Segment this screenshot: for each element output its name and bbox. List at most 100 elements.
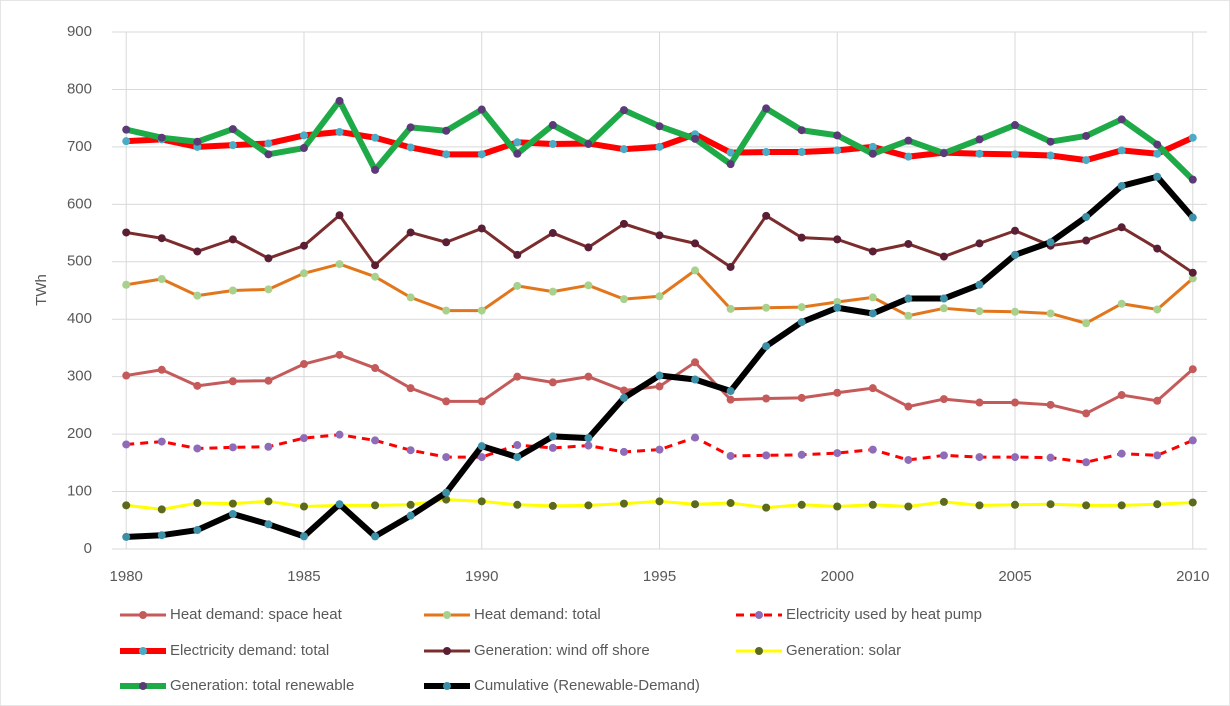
data-point (619, 386, 628, 395)
data-point (619, 393, 628, 402)
data-point (1046, 400, 1055, 409)
data-point (228, 377, 237, 386)
data-point (477, 453, 486, 462)
data-point (833, 449, 842, 458)
data-point (1117, 391, 1126, 400)
data-point (1011, 307, 1020, 316)
data-point (299, 269, 308, 278)
data-point (691, 239, 700, 248)
data-point (228, 499, 237, 508)
data-point (1117, 181, 1126, 190)
data-point (797, 126, 806, 135)
data-point (299, 502, 308, 511)
data-point (975, 280, 984, 289)
data-point (157, 365, 166, 374)
data-point (193, 499, 202, 508)
data-point (548, 121, 557, 130)
data-point (548, 432, 557, 441)
data-point (975, 239, 984, 248)
data-point (264, 139, 273, 148)
data-point (442, 453, 451, 462)
data-point (797, 318, 806, 327)
data-point (513, 281, 522, 290)
data-point (228, 286, 237, 295)
data-point (1082, 409, 1091, 418)
data-point (904, 152, 913, 161)
data-point (1011, 150, 1020, 159)
data-point (335, 260, 344, 269)
data-point (1153, 244, 1162, 253)
data-point (264, 150, 273, 159)
data-point (939, 294, 948, 303)
x-tick-label: 1990 (465, 568, 498, 585)
data-point (1117, 501, 1126, 510)
data-point (1082, 236, 1091, 245)
data-point (1188, 498, 1197, 507)
data-point (1082, 156, 1091, 165)
data-point (1153, 140, 1162, 149)
data-point (726, 387, 735, 396)
data-point (655, 497, 664, 506)
legend-label: Electricity used by heat pump (786, 606, 982, 623)
data-point (619, 499, 628, 508)
data-point (264, 497, 273, 506)
data-point (548, 378, 557, 387)
data-point (335, 430, 344, 439)
data-point (584, 243, 593, 252)
data-point (726, 160, 735, 169)
data-point (975, 453, 984, 462)
data-point (975, 307, 984, 316)
x-tick-label: 2000 (821, 568, 854, 585)
data-point (619, 106, 628, 115)
data-point (762, 211, 771, 220)
data-point (726, 395, 735, 404)
data-point (762, 394, 771, 403)
data-point (762, 503, 771, 512)
data-point (371, 532, 380, 541)
data-point (299, 241, 308, 250)
data-point (157, 234, 166, 243)
data-point (655, 445, 664, 454)
data-point (833, 131, 842, 140)
data-point (335, 500, 344, 509)
data-point (1153, 396, 1162, 405)
legend-marker (443, 682, 451, 690)
data-point (655, 382, 664, 391)
data-point (335, 350, 344, 359)
data-point (939, 451, 948, 460)
data-point (1082, 131, 1091, 140)
legend-label: Heat demand: total (474, 606, 601, 623)
legend-marker (443, 611, 451, 619)
data-point (1153, 451, 1162, 460)
data-point (513, 441, 522, 450)
data-point (939, 149, 948, 158)
data-point (1046, 453, 1055, 462)
data-point (1188, 436, 1197, 445)
data-point (797, 393, 806, 402)
data-point (122, 125, 131, 134)
data-point (904, 455, 913, 464)
data-point (868, 500, 877, 509)
data-point (548, 501, 557, 510)
data-point (939, 252, 948, 261)
data-point (406, 500, 415, 509)
y-tick-label: 200 (67, 425, 92, 442)
data-point (513, 149, 522, 158)
data-point (264, 254, 273, 263)
data-point (726, 304, 735, 313)
data-point (1011, 453, 1020, 462)
data-point (1011, 226, 1020, 235)
y-tick-label: 100 (67, 483, 92, 500)
data-point (1153, 149, 1162, 158)
data-point (833, 146, 842, 155)
data-point (1011, 398, 1020, 407)
data-point (1188, 213, 1197, 222)
data-point (939, 304, 948, 313)
data-point (691, 500, 700, 509)
legend-marker (139, 682, 147, 690)
data-point (442, 126, 451, 135)
data-point (1011, 250, 1020, 259)
